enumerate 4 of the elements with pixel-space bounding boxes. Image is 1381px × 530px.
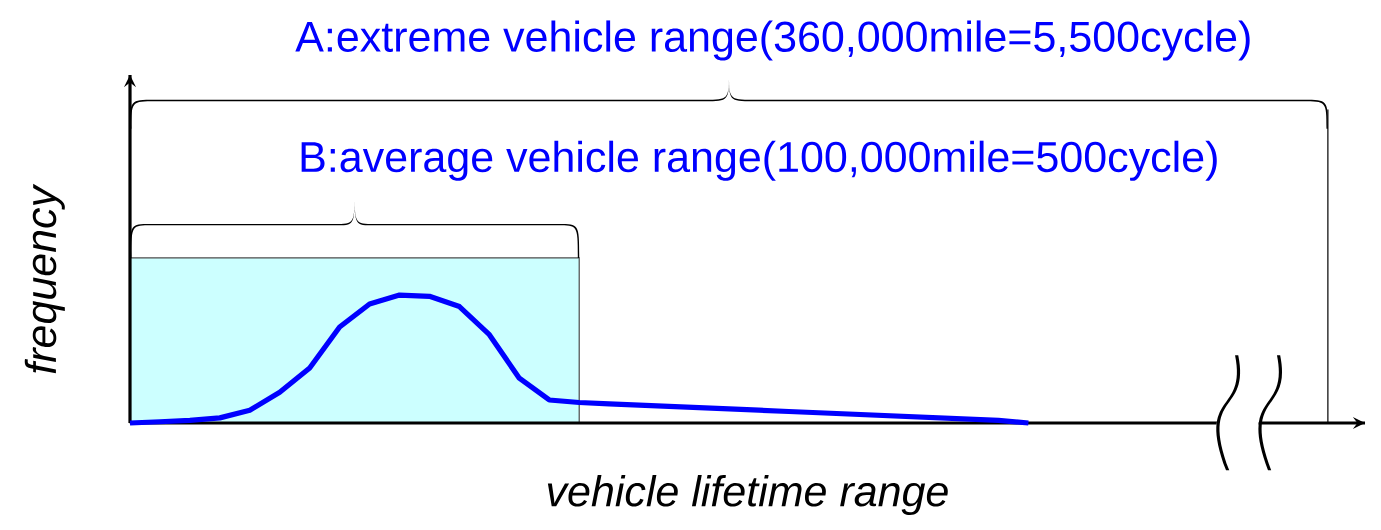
text: A:extreme vehicle range(360,000mile=5,500cycle)	[295, 20, 1250, 61]
y-axis-title: frequency	[24, 183, 65, 374]
text: B:average vehicle range(100,000mile=500cycle)	[301, 140, 1217, 181]
x-axis-title: vehicle lifetime range	[547, 475, 948, 516]
